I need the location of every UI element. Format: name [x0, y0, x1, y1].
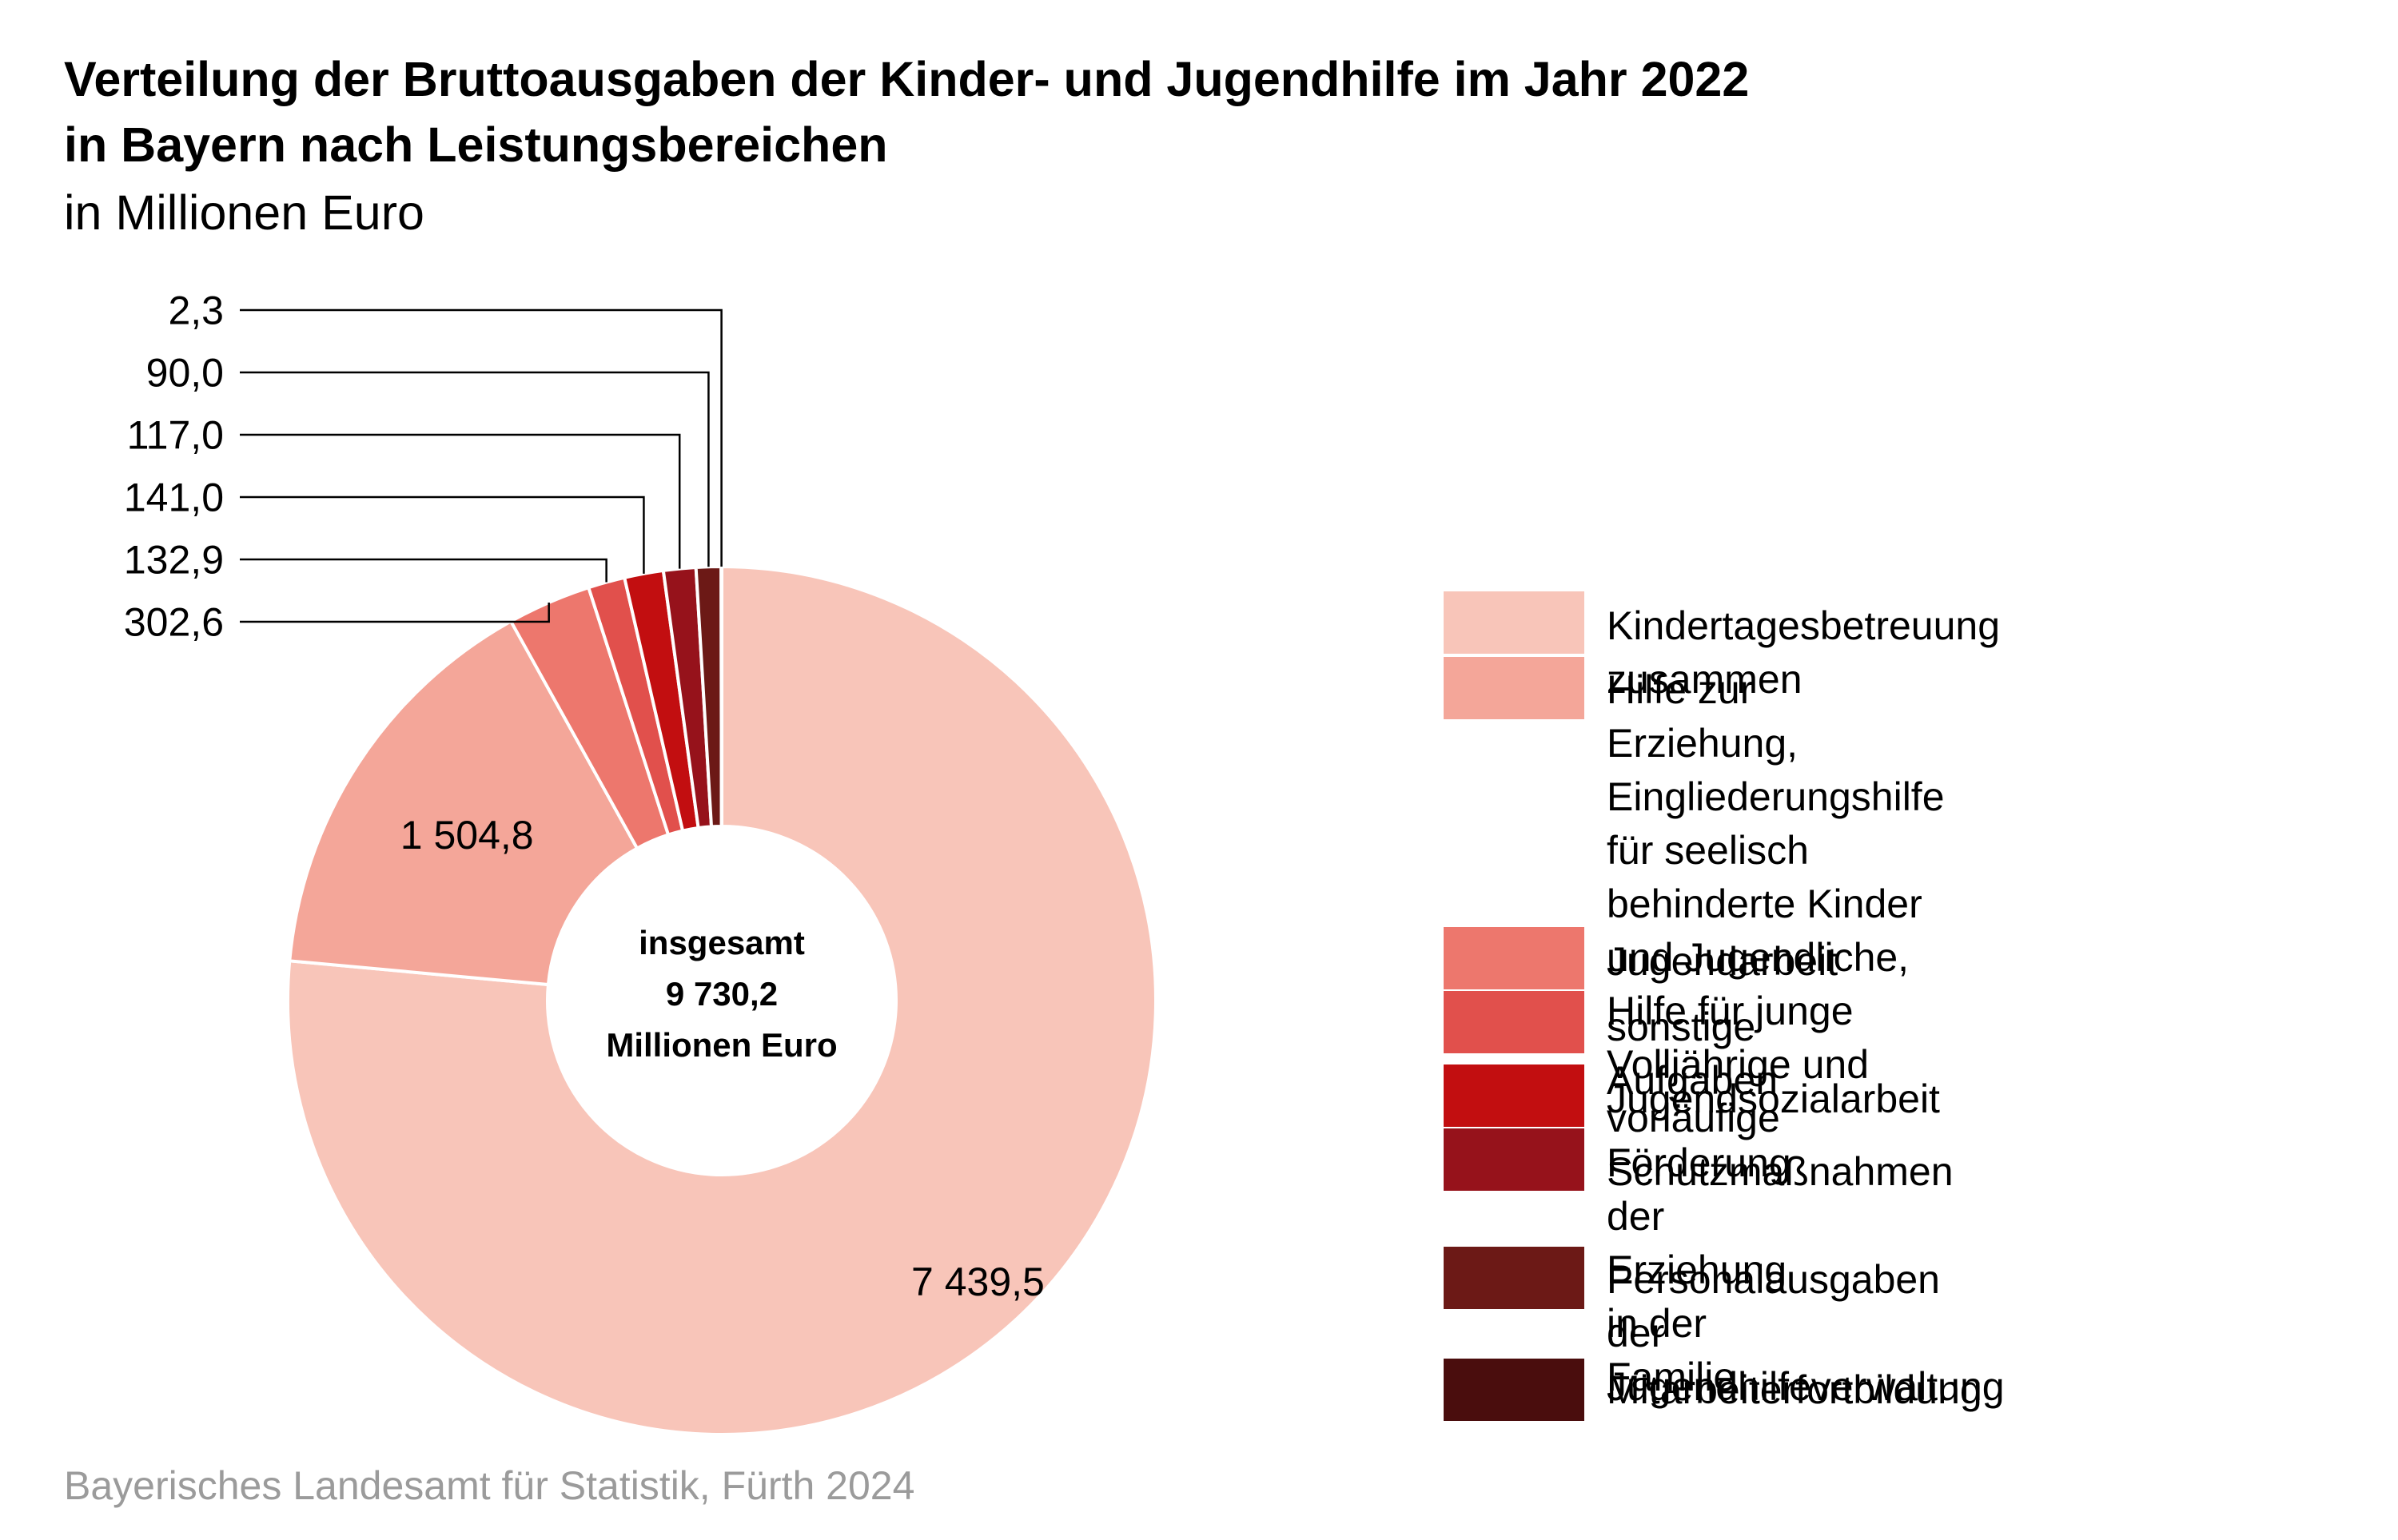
leader-line-jugendarbeit [240, 602, 550, 623]
value-label-sonstige-aufgaben: 132,9 [124, 538, 224, 583]
legend-label-jugendarbeit: Jugendarbeit [1607, 939, 1838, 984]
legend-swatch-kindertagesbetreuung-zusammen [1444, 591, 1584, 654]
chart-subtitle: in Millionen Euro [64, 185, 424, 240]
chart-title: Verteilung der Bruttoausgaben der Kinder… [64, 46, 1749, 177]
legend-swatch-förderung-der-erziehung [1444, 1128, 1584, 1191]
value-label-jugendarbeit: 302,6 [124, 600, 224, 645]
value-label-jugendsozialarbeit: 141,0 [124, 476, 224, 520]
chart-title-line-2: in Bayern nach Leistungsbereichen [64, 117, 888, 172]
chart-title-line-1: Verteilung der Bruttoausgaben der Kinder… [64, 52, 1750, 106]
value-label-personalausgaben-der: 90,0 [146, 351, 224, 396]
leader-line-personalausgaben-der [240, 371, 710, 567]
legend-label-jugendsozialarbeit: Jugendsozialarbeit [1607, 1076, 1940, 1121]
center-label-total: 9 730,2 [666, 975, 778, 1013]
slice-hilfe-zur-erziehung [288, 619, 639, 987]
value-label-kindertagesbetreuung-zusammen: 7 439,5 [911, 1259, 1045, 1304]
leader-line-förderung-der-erziehung [240, 433, 681, 569]
legend-swatch-jugendsozialarbeit [1444, 1064, 1584, 1127]
legend-label-mitarbeiterfortbildung: Mitarbeiterfortbildung [1607, 1367, 1982, 1412]
center-label-insgesamt: insgesamt [639, 924, 805, 961]
legend-label-personalausgaben-der: Personalausgaben der Jugendhilfeverwaltu… [1607, 1257, 2005, 1409]
legend-swatch-personalausgaben-der [1444, 1247, 1584, 1309]
leader-line-jugendsozialarbeit [240, 495, 645, 574]
leader-lines-layer [240, 308, 723, 623]
slice-mitarbeiterfortbildung [719, 564, 723, 829]
leader-line-mitarbeiterfortbildung [240, 308, 723, 567]
legend-label-kindertagesbetreuung-zusammen: Kindertagesbetreuung zusammen [1607, 603, 2001, 702]
center-label: insgesamt 9 730,2 Millionen Euro [606, 924, 837, 1064]
legend-swatch-hilfe-zur-erziehung [1444, 657, 1584, 719]
legend-swatch-sonstige-aufgaben [1444, 991, 1584, 1053]
value-label-mitarbeiterfortbildung: 2,3 [168, 289, 224, 333]
center-label-unit: Millionen Euro [606, 1026, 837, 1064]
source-note: Bayerisches Landesamt für Statistik, Für… [64, 1463, 915, 1508]
legend-swatch-mitarbeiterfortbildung [1444, 1359, 1584, 1421]
value-labels-layer: 7 439,5 1 504,8 2,3 90,0 117,0 141,0 132,9 302,… [124, 289, 1045, 1304]
value-label-hilfe-zur-erziehung: 1 504,8 [400, 813, 534, 858]
legend-label-hilfe-zur-erziehung: Hilfe zur Erziehung, Eingliederungshilfe… [1607, 667, 1954, 1194]
slices-layer [286, 564, 1157, 1436]
leader-line-sonstige-aufgaben [240, 558, 607, 583]
legend-label-sonstige-aufgaben: sonstige Aufgaben [1607, 1005, 1779, 1103]
legend-swatch-jugendarbeit [1444, 927, 1584, 989]
value-label-förderung-der-erziehung: 117,0 [127, 413, 224, 458]
legend-label-förderung-der-erziehung: Förderung der Erziehung in der Familie [1607, 1140, 1791, 1399]
slice-kindertagesbetreuung-zusammen [286, 564, 1157, 1436]
